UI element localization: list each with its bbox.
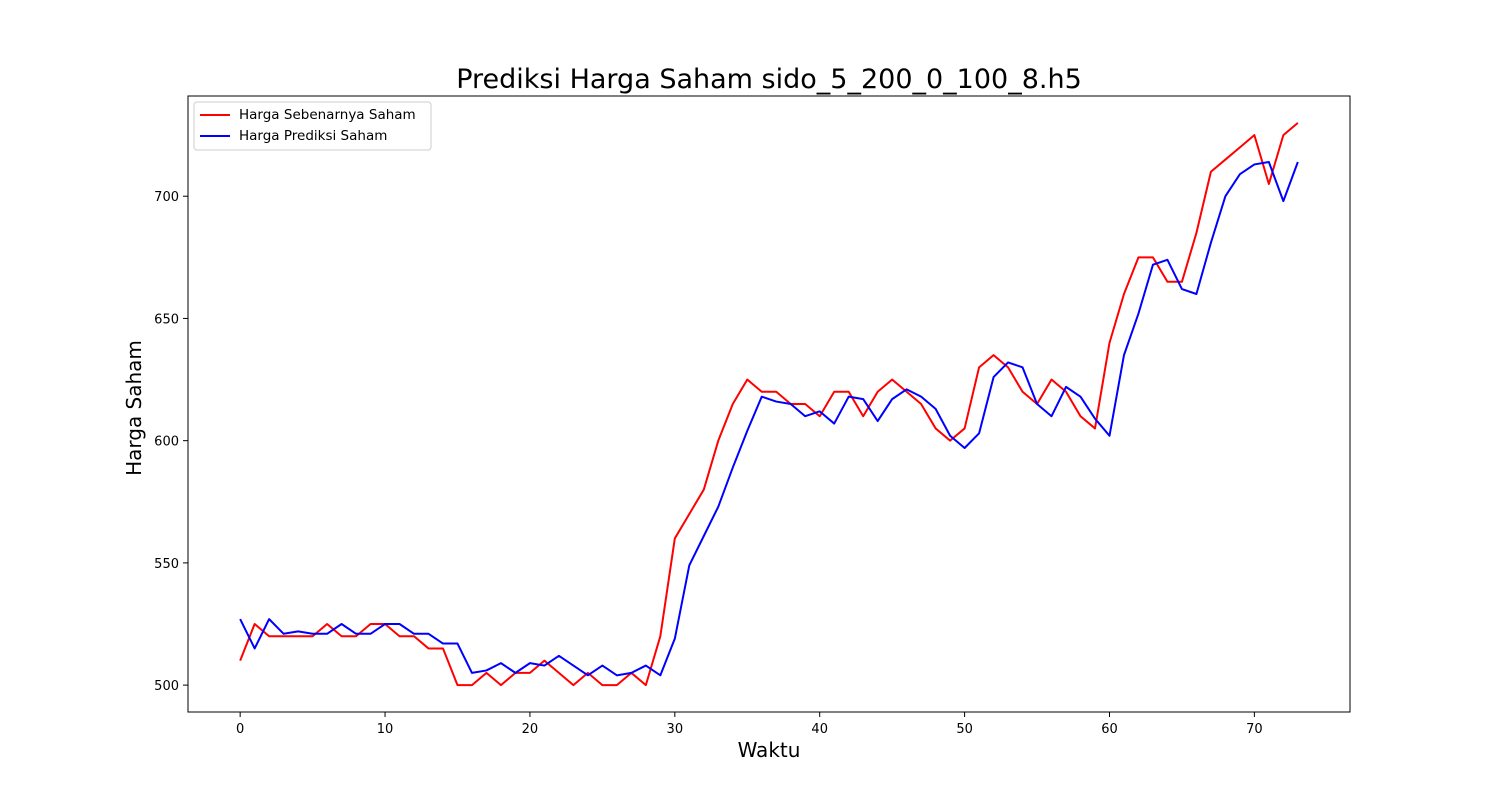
x-tick-label: 30 <box>667 722 684 737</box>
x-tick-label: 10 <box>377 722 394 737</box>
y-tick-label: 700 <box>154 190 179 205</box>
y-axis: 500 550 600 650 700 <box>154 190 188 694</box>
x-tick-label: 60 <box>1101 722 1118 737</box>
y-axis-label: Harga Saham <box>122 340 146 476</box>
x-tick-label: 70 <box>1246 722 1263 737</box>
series-lines <box>239 122 1299 687</box>
x-tick-label: 0 <box>236 722 244 737</box>
plot-area: 0 10 20 30 40 50 60 70 500 550 600 650 700 <box>154 95 1351 737</box>
y-tick-label: 550 <box>154 557 179 572</box>
y-tick-label: 600 <box>154 435 179 450</box>
chart-title: Prediksi Harga Saham sido_5_200_0_100_8.… <box>456 64 1082 95</box>
y-tick-label: 650 <box>154 312 179 327</box>
legend: Harga Sebenarnya Saham Harga Prediksi Sa… <box>193 101 432 151</box>
x-tick-label: 50 <box>956 722 973 737</box>
series-line-predicted <box>239 161 1299 677</box>
legend-label-actual: Harga Sebenarnya Saham <box>239 107 416 123</box>
x-tick-label: 20 <box>522 722 539 737</box>
x-axis: 0 10 20 30 40 50 60 70 <box>236 712 1263 737</box>
legend-box <box>193 101 432 151</box>
x-axis-label: Waktu <box>738 738 801 762</box>
y-tick-label: 500 <box>154 679 179 694</box>
series-line-actual <box>239 122 1299 687</box>
plot-frame <box>187 95 1351 713</box>
legend-label-predicted: Harga Prediksi Saham <box>239 128 387 144</box>
x-tick-label: 40 <box>811 722 828 737</box>
